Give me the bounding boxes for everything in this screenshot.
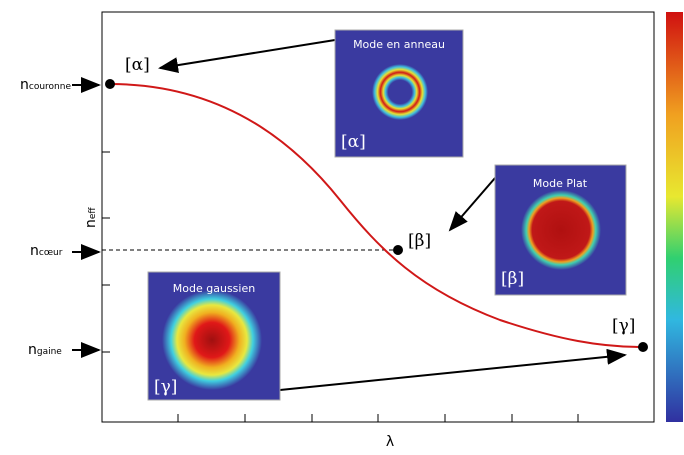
inset-title: Mode Plat [533,177,588,190]
level-label: ncœur [30,243,63,259]
inset-title: Mode en anneau [353,38,445,51]
inset-label: [β] [501,269,524,289]
inset: Mode Plat [β] [495,165,626,295]
x-axis-label: λ [386,434,394,450]
point-label: [γ] [612,316,635,336]
point-label: [α] [125,55,150,75]
inset-label: [γ] [154,377,177,397]
level-label: ngaine [28,342,62,358]
point [105,79,115,89]
point [393,245,403,255]
diagram: [α] [β] [γ] ncouronne ncœur ngaine neff … [0,0,684,455]
point [638,342,648,352]
colorbar [666,12,683,422]
point-label: [β] [408,231,431,251]
inset: Mode en anneau [α] [335,30,463,157]
y-axis-label: neff [83,207,99,228]
inset-label: [α] [341,132,366,152]
inset: Mode gaussien [γ] [148,272,280,400]
inset-title: Mode gaussien [173,282,255,295]
level-labels: ncouronne ncœur ngaine [20,77,71,358]
level-label: ncouronne [20,77,71,93]
